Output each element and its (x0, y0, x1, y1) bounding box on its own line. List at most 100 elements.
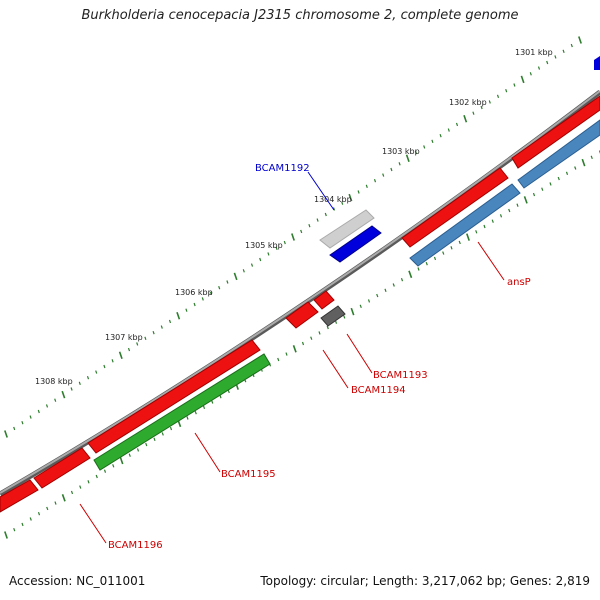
tick-mark (557, 176, 560, 181)
feature-ansp-red[interactable] (401, 167, 509, 248)
tick-mark (61, 494, 66, 502)
tick-mark (350, 307, 355, 316)
tick-mark (376, 293, 379, 298)
tick-mark (541, 187, 544, 191)
tick-mark (259, 257, 262, 262)
feature-bcam1194[interactable] (285, 301, 319, 329)
tick-mark (442, 251, 445, 255)
tick-mark (250, 263, 254, 267)
tick-mark (29, 517, 32, 521)
tick-mark (400, 278, 404, 282)
tick-mark (211, 400, 214, 404)
feature-ansp-upper-red[interactable] (511, 95, 600, 169)
tick-mark (118, 351, 123, 359)
feature-ansp-blue-lower[interactable] (409, 183, 521, 267)
map-title: Burkholderia cenocepacia J2315 chromosom… (81, 8, 519, 23)
feature-bcam1195[interactable] (93, 353, 271, 471)
tick-mark (202, 405, 206, 409)
tick-mark (70, 387, 73, 391)
accession-text: Accession: NC_011001 (9, 574, 146, 588)
feature-bcam1192[interactable] (329, 225, 382, 263)
feature-bcam1193[interactable] (320, 305, 346, 327)
feature-bcam1193-red[interactable] (313, 290, 335, 310)
tick-rings (4, 36, 600, 539)
tick-mark (384, 288, 387, 292)
tick-mark (21, 421, 24, 425)
genome-backbone (0, 90, 600, 497)
tick-mark (554, 55, 557, 59)
tick-mark (398, 162, 401, 166)
tick-mark (450, 246, 453, 250)
tick-mark (590, 155, 593, 160)
feature-top-blue[interactable] (594, 56, 600, 70)
tick-mark (425, 261, 428, 266)
kbp-label: 1307 kbp (105, 333, 143, 342)
feature-bcam1192-region-gray[interactable] (319, 209, 375, 249)
gene-label-bcam1196[interactable]: BCAM1196 (108, 540, 163, 551)
tick-mark (95, 370, 98, 374)
tick-mark (417, 267, 420, 271)
tick-mark (408, 270, 413, 279)
tick-mark (46, 506, 49, 511)
tick-mark (513, 83, 516, 87)
tick-mark (326, 325, 329, 330)
tick-mark (37, 409, 40, 414)
feature-bcam1195-red[interactable] (87, 339, 261, 454)
tick-mark (169, 426, 173, 431)
tick-mark (529, 72, 532, 76)
tick-mark (392, 283, 395, 287)
tick-mark (310, 336, 313, 340)
feature-ansp-blue-upper[interactable] (517, 119, 600, 189)
tick-mark (447, 128, 450, 132)
tick-mark (95, 474, 98, 479)
tick-mark (324, 212, 327, 217)
tick-mark (267, 252, 270, 256)
kbp-label: 1303 kbp (382, 147, 420, 156)
tick-mark (343, 315, 346, 319)
tick-mark (475, 230, 478, 234)
feature-bcam1196-a[interactable] (33, 447, 91, 489)
tick-mark (316, 218, 319, 222)
tick-mark (209, 291, 213, 295)
feature-bcam1196-b[interactable] (0, 479, 39, 513)
tick-mark (365, 184, 368, 188)
callout-line-bcam1194 (322, 349, 349, 389)
tick-mark (466, 233, 470, 241)
gene-label-bcam1194[interactable]: BCAM1194 (351, 385, 406, 396)
callout-line-bcam1192 (307, 171, 335, 211)
tick-mark (565, 171, 569, 175)
tick-mark (111, 359, 114, 363)
tick-mark (37, 512, 41, 516)
tick-mark (285, 352, 288, 356)
tick-mark (226, 280, 229, 284)
kbp-label: 1302 kbp (449, 98, 487, 107)
kbp-label: 1306 kbp (175, 288, 213, 297)
callout-line-bcam1196 (79, 503, 107, 544)
tick-mark (505, 89, 508, 93)
tick-mark (78, 381, 81, 385)
gene-label-bcam1192[interactable]: BCAM1192 (255, 163, 310, 174)
tick-mark (283, 240, 286, 245)
tick-mark (21, 522, 24, 527)
tick-mark (61, 390, 66, 399)
gene-label-bcam1193[interactable]: BCAM1193 (373, 370, 428, 381)
tick-mark (508, 208, 511, 213)
tick-mark (516, 203, 519, 207)
tick-mark (480, 105, 483, 110)
tick-mark (233, 272, 238, 281)
tick-mark (242, 269, 245, 273)
kbp-label: 1308 kbp (35, 377, 73, 386)
kbp-label: 1301 kbp (515, 48, 553, 57)
tick-mark (390, 167, 393, 172)
tick-mark (499, 214, 503, 218)
tick-mark (152, 331, 155, 335)
tick-mark (277, 357, 280, 362)
gene-label-bcam1195[interactable]: BCAM1195 (221, 469, 276, 480)
tick-mark (318, 331, 321, 335)
tick-mark (332, 207, 336, 211)
tick-mark (483, 224, 486, 229)
tick-mark (87, 480, 90, 484)
gene-label-ansp[interactable]: ansP (507, 277, 531, 288)
tick-mark (439, 134, 442, 138)
